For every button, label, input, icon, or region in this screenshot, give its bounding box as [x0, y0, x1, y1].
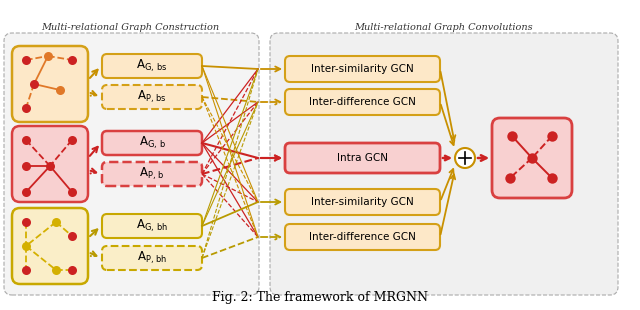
FancyBboxPatch shape: [492, 118, 572, 198]
Text: Fig. 2: The framework of MRGNN: Fig. 2: The framework of MRGNN: [212, 291, 428, 304]
FancyBboxPatch shape: [285, 224, 440, 250]
FancyBboxPatch shape: [102, 162, 202, 186]
FancyBboxPatch shape: [12, 208, 88, 284]
Text: Inter-similarity GCN: Inter-similarity GCN: [311, 197, 414, 207]
Text: $\mathrm{A_{G,\,bh}}$: $\mathrm{A_{G,\,bh}}$: [136, 218, 168, 234]
FancyBboxPatch shape: [12, 46, 88, 122]
Circle shape: [455, 148, 475, 168]
Text: $\mathrm{A_{G,\,b}}$: $\mathrm{A_{G,\,b}}$: [139, 135, 165, 151]
FancyBboxPatch shape: [102, 246, 202, 270]
Text: Intra GCN: Intra GCN: [337, 153, 388, 163]
FancyBboxPatch shape: [4, 33, 259, 295]
Text: $\mathrm{A_{G,\,bs}}$: $\mathrm{A_{G,\,bs}}$: [136, 58, 168, 74]
FancyBboxPatch shape: [285, 143, 440, 173]
Text: Inter-similarity GCN: Inter-similarity GCN: [311, 64, 414, 74]
FancyBboxPatch shape: [270, 33, 618, 295]
Text: Multi-relational Graph Convolutions: Multi-relational Graph Convolutions: [354, 24, 532, 33]
Text: $\mathrm{A_{P,\,bh}}$: $\mathrm{A_{P,\,bh}}$: [137, 250, 167, 266]
FancyBboxPatch shape: [102, 85, 202, 109]
FancyBboxPatch shape: [12, 126, 88, 202]
FancyBboxPatch shape: [102, 54, 202, 78]
FancyBboxPatch shape: [102, 214, 202, 238]
Text: Inter-difference GCN: Inter-difference GCN: [309, 232, 416, 242]
Text: $\mathrm{A_{P,\,b}}$: $\mathrm{A_{P,\,b}}$: [140, 166, 164, 182]
FancyBboxPatch shape: [102, 131, 202, 155]
FancyBboxPatch shape: [285, 56, 440, 82]
Text: Inter-difference GCN: Inter-difference GCN: [309, 97, 416, 107]
FancyBboxPatch shape: [285, 89, 440, 115]
Text: Multi-relational Graph Construction: Multi-relational Graph Construction: [41, 24, 219, 33]
Text: $\mathrm{A_{P,\,bs}}$: $\mathrm{A_{P,\,bs}}$: [137, 89, 167, 105]
FancyBboxPatch shape: [285, 189, 440, 215]
